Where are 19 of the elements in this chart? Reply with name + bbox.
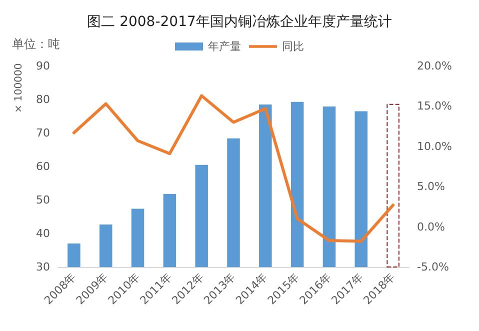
y-tick-label: 30 <box>36 260 50 274</box>
y-tick-label: 80 <box>36 93 50 106</box>
y2-tick-label: 0.0% <box>417 220 445 234</box>
y-tick-label: 40 <box>36 227 50 240</box>
y2-tick-label: 15.0% <box>417 100 452 113</box>
text: 单位：吨 <box>12 37 60 51</box>
y-tick-label: 70 <box>36 126 50 140</box>
y-tick-label: 50 <box>36 194 50 206</box>
y-tick-label: 90 <box>36 60 50 72</box>
y2-tick-label: -5.0% <box>417 260 449 274</box>
y-axis-title: × 100000 <box>14 63 24 113</box>
y2-tick-label: 5.0% <box>417 180 445 194</box>
line-series <box>72 94 395 243</box>
chart-title: 图二 2008-2017年国内铜冶炼企业年度产量统计 <box>87 14 392 30</box>
y-tick-label: 60 <box>36 160 50 173</box>
y2-tick-label: 10.0% <box>417 140 452 153</box>
legend-label: 同比 <box>282 40 304 53</box>
y2-tick-label: 20.0% <box>417 60 452 72</box>
legend-label: 年产量 <box>208 40 241 53</box>
